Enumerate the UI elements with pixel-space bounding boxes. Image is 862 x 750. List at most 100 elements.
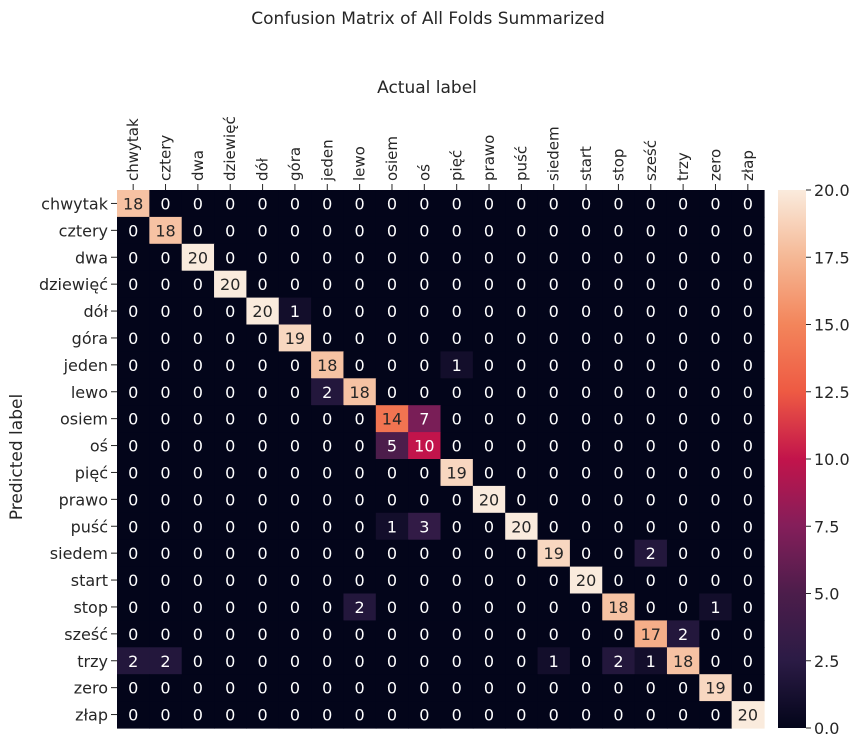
cell-value-label: 0 <box>484 463 494 482</box>
heatmap-cell <box>440 647 474 675</box>
cell-value-label: 0 <box>581 598 591 617</box>
cell-value-label: 0 <box>290 571 300 590</box>
heatmap-cell <box>311 485 345 514</box>
cell-value-label: 0 <box>160 194 170 213</box>
cell-value-label: 0 <box>160 571 170 590</box>
heatmap-cell <box>699 351 733 379</box>
heatmap-cell <box>181 701 215 729</box>
heatmap-cell <box>117 485 150 514</box>
cell-value-label: 0 <box>452 706 462 725</box>
cell-value-label: 0 <box>516 490 526 509</box>
heatmap-cell <box>181 324 215 352</box>
cell-value-label: 0 <box>160 275 170 294</box>
x-tick-label: złap <box>739 150 757 181</box>
cell-value-label: 19 <box>446 463 466 482</box>
heatmap-cell <box>149 351 183 379</box>
cell-value-label: 0 <box>678 517 688 536</box>
cell-value-label: 0 <box>387 463 397 482</box>
heatmap-cell <box>505 216 539 245</box>
cell-value-label: 0 <box>549 437 559 456</box>
heatmap-cell <box>731 539 765 568</box>
cell-value-label: 0 <box>193 329 203 348</box>
cell-value-label: 0 <box>646 194 656 213</box>
cell-value-label: 0 <box>225 329 235 348</box>
cell-value-label: 0 <box>452 302 462 321</box>
cell-value-label: 0 <box>743 437 753 456</box>
cell-value-label: 0 <box>387 302 397 321</box>
cell-value-label: 0 <box>710 410 720 429</box>
y-tick-label: sześć <box>64 625 108 644</box>
heatmap-cell <box>666 432 700 460</box>
heatmap-cell <box>246 593 280 621</box>
cell-value-label: 0 <box>613 517 623 536</box>
cell-value-label: 0 <box>322 329 332 348</box>
cell-value-label: 10 <box>414 437 434 456</box>
heatmap-cell <box>408 539 442 568</box>
cell-value-label: 0 <box>322 221 332 240</box>
cell-value-label: 0 <box>484 598 494 617</box>
cell-value-label: 0 <box>225 463 235 482</box>
heatmap-cell <box>214 297 247 326</box>
heatmap-cell <box>278 674 312 702</box>
heatmap-cell <box>181 674 215 702</box>
cell-value-label: 0 <box>387 490 397 509</box>
x-tick-label: puść <box>512 146 530 181</box>
heatmap-cell <box>181 485 215 514</box>
heatmap-cell <box>149 512 183 541</box>
cell-value-label: 0 <box>322 652 332 671</box>
heatmap-cell <box>472 620 506 648</box>
cell-value-label: 0 <box>613 275 623 294</box>
cell-value-label: 0 <box>160 679 170 698</box>
cell-value-label: 0 <box>128 706 138 725</box>
cell-value-label: 0 <box>484 383 494 402</box>
cell-value-label: 0 <box>710 571 720 590</box>
heatmap-cell <box>117 216 150 245</box>
heatmap-cell <box>149 459 183 487</box>
heatmap-cell <box>149 324 183 352</box>
cell-value-label: 0 <box>322 490 332 509</box>
cell-value-label: 0 <box>452 329 462 348</box>
y-tick-label: dwa <box>75 248 108 267</box>
cell-value-label: 0 <box>419 275 429 294</box>
heatmap-cell <box>117 539 150 568</box>
cell-value-label: 0 <box>710 248 720 267</box>
heatmap-cell <box>375 351 409 379</box>
cell-value-label: 0 <box>743 410 753 429</box>
cell-value-label: 0 <box>678 598 688 617</box>
colorbar-tick-label: 10.0 <box>814 450 850 469</box>
heatmap-cell <box>181 620 215 648</box>
cell-value-label: 0 <box>743 544 753 563</box>
cell-value-label: 0 <box>257 679 267 698</box>
heatmap-cell <box>408 593 442 621</box>
cell-value-label: 0 <box>160 598 170 617</box>
cell-value-label: 0 <box>516 329 526 348</box>
cell-value-label: 0 <box>549 383 559 402</box>
heatmap-cell <box>569 674 603 702</box>
cell-value-label: 0 <box>549 221 559 240</box>
heatmap-cell <box>214 459 247 487</box>
cell-value-label: 0 <box>257 463 267 482</box>
cell-value-label: 2 <box>678 625 688 644</box>
cell-value-label: 0 <box>549 356 559 375</box>
cell-value-label: 0 <box>225 625 235 644</box>
cell-value-label: 0 <box>549 706 559 725</box>
heatmap-cell <box>149 432 183 460</box>
y-tick-label: lewo <box>71 383 108 402</box>
heatmap-cell <box>634 216 668 245</box>
cell-value-label: 2 <box>160 652 170 671</box>
cell-value-label: 0 <box>225 410 235 429</box>
cell-value-label: 0 <box>452 517 462 536</box>
heatmap-cell <box>214 620 247 648</box>
cell-value-label: 0 <box>387 652 397 671</box>
cell-value-label: 0 <box>290 221 300 240</box>
heatmap-cell <box>181 432 215 460</box>
colorbar-tick-label: 15.0 <box>814 316 850 335</box>
y-tick-label: złap <box>75 706 108 725</box>
heatmap-cell <box>666 647 700 675</box>
heatmap-cell <box>117 701 150 729</box>
heatmap-cell <box>343 593 377 621</box>
heatmap-cell <box>666 539 700 568</box>
cell-value-label: 0 <box>355 329 365 348</box>
heatmap-cell <box>602 351 636 379</box>
heatmap-cell <box>149 190 183 218</box>
